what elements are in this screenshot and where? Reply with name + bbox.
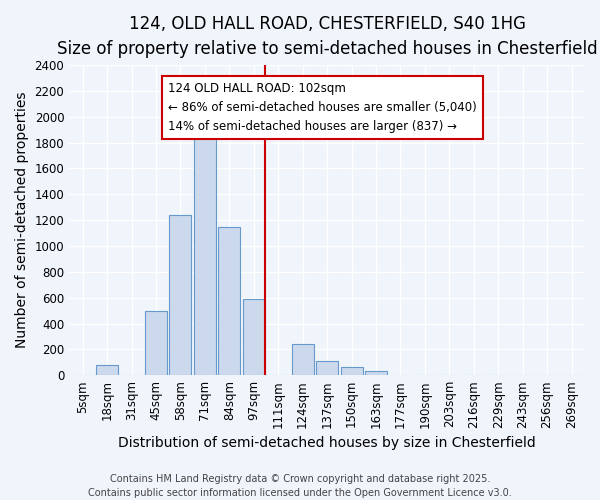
Bar bbox=[243, 299, 265, 375]
Bar bbox=[341, 367, 362, 375]
Bar bbox=[267, 374, 289, 375]
Bar bbox=[218, 226, 240, 375]
X-axis label: Distribution of semi-detached houses by size in Chesterfield: Distribution of semi-detached houses by … bbox=[118, 436, 536, 450]
Bar bbox=[316, 361, 338, 375]
Bar bbox=[292, 344, 314, 375]
Text: Contains HM Land Registry data © Crown copyright and database right 2025.
Contai: Contains HM Land Registry data © Crown c… bbox=[88, 474, 512, 498]
Bar bbox=[365, 372, 387, 375]
Bar bbox=[145, 310, 167, 375]
Bar bbox=[121, 374, 143, 375]
Title: 124, OLD HALL ROAD, CHESTERFIELD, S40 1HG
Size of property relative to semi-deta: 124, OLD HALL ROAD, CHESTERFIELD, S40 1H… bbox=[57, 15, 598, 58]
Text: 124 OLD HALL ROAD: 102sqm
← 86% of semi-detached houses are smaller (5,040)
14% : 124 OLD HALL ROAD: 102sqm ← 86% of semi-… bbox=[168, 82, 477, 133]
Bar bbox=[389, 374, 412, 375]
Bar bbox=[96, 365, 118, 375]
Bar bbox=[194, 134, 216, 375]
Bar bbox=[169, 215, 191, 375]
Y-axis label: Number of semi-detached properties: Number of semi-detached properties bbox=[15, 92, 29, 348]
